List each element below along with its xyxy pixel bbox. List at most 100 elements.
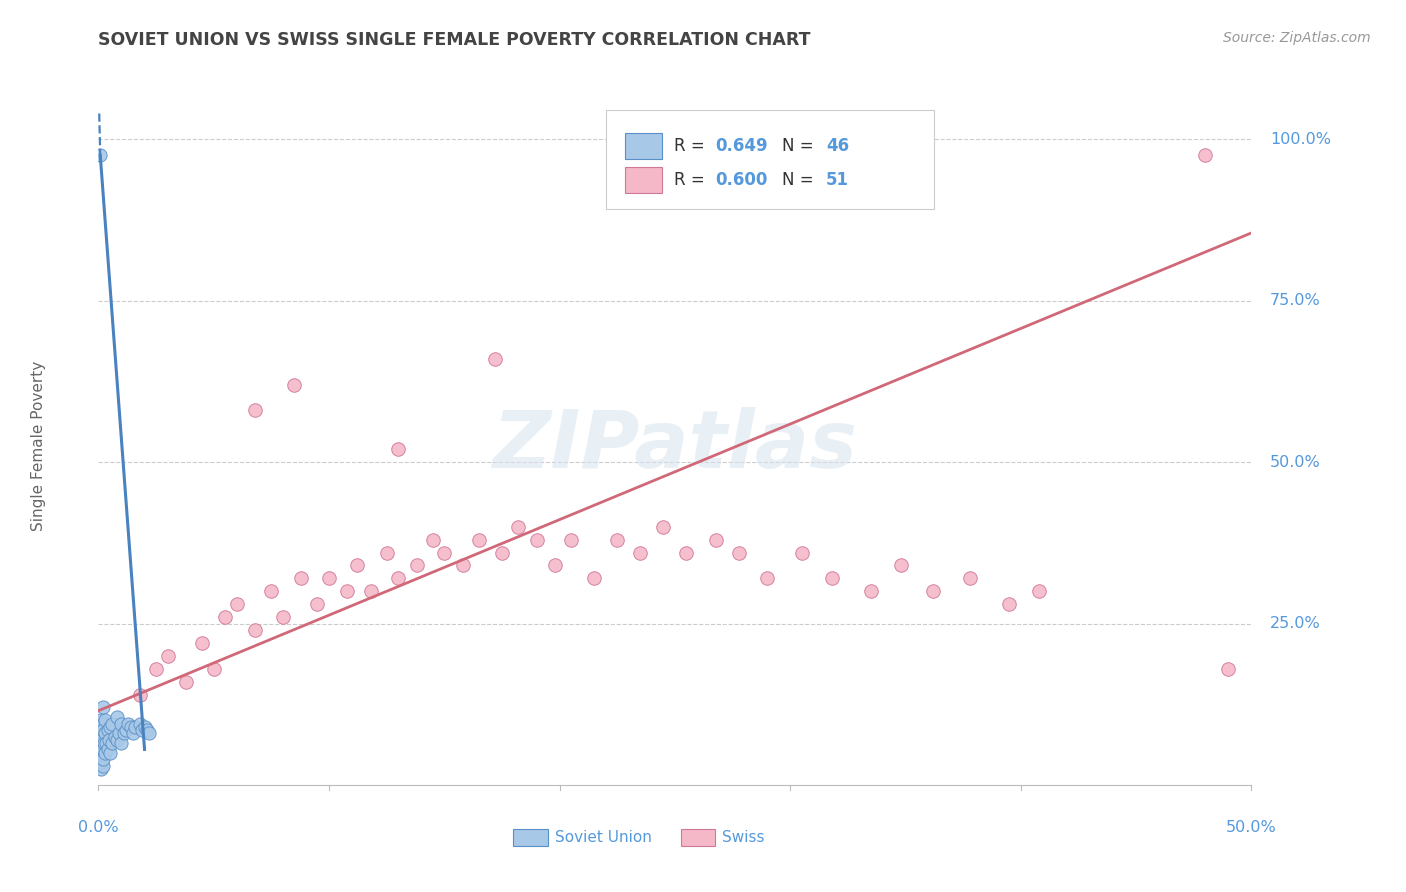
Point bbox=[606, 533, 628, 547]
Text: R =: R = bbox=[673, 137, 710, 155]
Point bbox=[998, 597, 1021, 611]
Point bbox=[560, 533, 582, 547]
Point bbox=[245, 623, 267, 637]
Point bbox=[245, 403, 267, 417]
Point bbox=[98, 746, 121, 760]
Text: SOVIET UNION VS SWISS SINGLE FEMALE POVERTY CORRELATION CHART: SOVIET UNION VS SWISS SINGLE FEMALE POVE… bbox=[98, 31, 811, 49]
Point bbox=[97, 742, 120, 756]
Point bbox=[290, 571, 312, 585]
FancyBboxPatch shape bbox=[606, 111, 935, 209]
Point bbox=[191, 636, 214, 650]
Point bbox=[91, 716, 114, 731]
Text: 0.0%: 0.0% bbox=[79, 821, 118, 836]
FancyBboxPatch shape bbox=[626, 168, 662, 194]
Text: 50.0%: 50.0% bbox=[1270, 455, 1320, 470]
Text: 0.600: 0.600 bbox=[716, 171, 768, 189]
Point bbox=[652, 519, 675, 533]
Point bbox=[93, 752, 115, 766]
Point bbox=[129, 688, 152, 702]
Text: 100.0%: 100.0% bbox=[1270, 132, 1331, 147]
Point bbox=[101, 716, 124, 731]
Point bbox=[1028, 584, 1050, 599]
Point bbox=[307, 597, 329, 611]
Point bbox=[90, 732, 112, 747]
Point bbox=[336, 584, 359, 599]
Point bbox=[214, 610, 236, 624]
Point bbox=[94, 714, 117, 728]
Point bbox=[756, 571, 779, 585]
Point bbox=[271, 610, 294, 624]
Point bbox=[821, 571, 844, 585]
Point bbox=[96, 736, 118, 750]
Point bbox=[90, 720, 112, 734]
Text: Source: ZipAtlas.com: Source: ZipAtlas.com bbox=[1223, 31, 1371, 45]
Point bbox=[959, 571, 981, 585]
Point bbox=[103, 730, 125, 744]
Point bbox=[174, 674, 197, 689]
Point bbox=[89, 148, 111, 162]
Point bbox=[1194, 148, 1216, 162]
Point bbox=[484, 351, 506, 366]
Text: 50.0%: 50.0% bbox=[1226, 821, 1277, 836]
Point bbox=[112, 726, 135, 740]
Point bbox=[506, 519, 529, 533]
Point bbox=[94, 726, 117, 740]
Text: N =: N = bbox=[782, 137, 818, 155]
Point bbox=[110, 716, 132, 731]
Text: 25.0%: 25.0% bbox=[1270, 616, 1320, 631]
Text: N =: N = bbox=[782, 171, 818, 189]
Point bbox=[129, 716, 152, 731]
Point bbox=[375, 545, 398, 559]
Point bbox=[360, 584, 382, 599]
Point bbox=[115, 723, 138, 737]
Text: 75.0%: 75.0% bbox=[1270, 293, 1320, 309]
Point bbox=[387, 442, 409, 457]
Point bbox=[90, 756, 112, 770]
Point bbox=[890, 558, 912, 573]
Point bbox=[91, 730, 114, 744]
Point bbox=[90, 736, 112, 750]
Point bbox=[202, 662, 225, 676]
Point bbox=[145, 662, 167, 676]
Point bbox=[1218, 662, 1240, 676]
Text: Swiss: Swiss bbox=[723, 830, 765, 845]
Point bbox=[98, 720, 121, 734]
Point bbox=[628, 545, 651, 559]
Point bbox=[93, 736, 115, 750]
Point bbox=[706, 533, 728, 547]
Text: 46: 46 bbox=[825, 137, 849, 155]
Point bbox=[433, 545, 456, 559]
Point bbox=[90, 714, 112, 728]
Point bbox=[922, 584, 945, 599]
Point bbox=[90, 752, 112, 766]
Point bbox=[101, 736, 124, 750]
Point bbox=[91, 758, 114, 772]
Point bbox=[675, 545, 697, 559]
Point bbox=[94, 746, 117, 760]
Point bbox=[422, 533, 444, 547]
Point bbox=[124, 720, 146, 734]
Point bbox=[318, 571, 340, 585]
Point bbox=[491, 545, 513, 559]
Point bbox=[120, 720, 142, 734]
Point bbox=[91, 700, 114, 714]
Point bbox=[387, 571, 409, 585]
Point bbox=[97, 732, 120, 747]
Point bbox=[138, 726, 160, 740]
Point bbox=[156, 648, 179, 663]
Point bbox=[91, 742, 114, 756]
Point bbox=[451, 558, 474, 573]
Point bbox=[346, 558, 368, 573]
Point bbox=[97, 723, 120, 737]
Point bbox=[135, 723, 157, 737]
Point bbox=[859, 584, 882, 599]
Point bbox=[405, 558, 427, 573]
Point bbox=[225, 597, 247, 611]
Point bbox=[131, 723, 153, 737]
Point bbox=[90, 726, 112, 740]
Text: Single Female Poverty: Single Female Poverty bbox=[31, 361, 46, 531]
Point bbox=[117, 716, 139, 731]
Point bbox=[583, 571, 606, 585]
FancyBboxPatch shape bbox=[626, 134, 662, 160]
Point bbox=[90, 746, 112, 760]
